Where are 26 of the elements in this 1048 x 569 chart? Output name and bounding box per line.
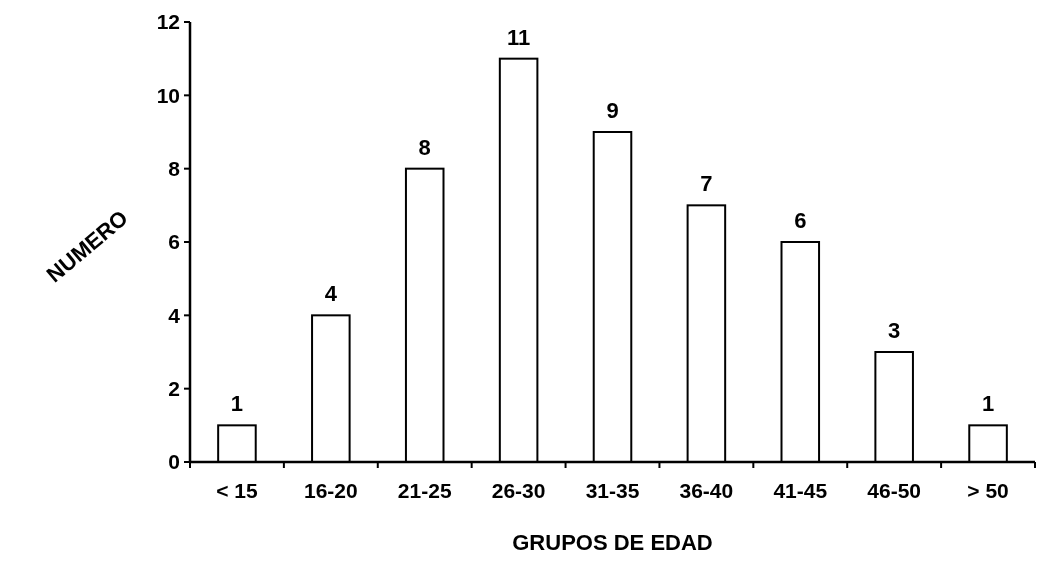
data-label: 3: [888, 318, 901, 343]
data-label: 4: [324, 281, 338, 307]
data-label: 8: [418, 134, 431, 160]
data-label: 6: [794, 208, 807, 233]
x-axis-title: GRUPOS DE EDAD: [512, 530, 713, 555]
x-tick-label: 21-25: [397, 479, 452, 502]
x-tick-label: 36-40: [679, 479, 734, 502]
y-tick-label: 8: [168, 157, 181, 181]
x-tick-label: 26-30: [491, 479, 546, 502]
data-label: 11: [506, 24, 531, 50]
x-tick-label: 31-35: [585, 479, 640, 502]
data-label: 1: [230, 391, 244, 417]
x-tick-label: 41-45: [773, 479, 828, 502]
x-tick-label: > 50: [967, 479, 1009, 502]
y-tick-label: 10: [156, 83, 180, 107]
y-tick-label: 12: [156, 10, 180, 34]
y-tick-label: 6: [168, 230, 180, 254]
x-tick-label: 46-50: [867, 479, 922, 502]
x-tick-label: < 15: [216, 479, 258, 502]
y-tick-label: 0: [168, 450, 180, 474]
y-tick-label: 2: [168, 377, 180, 401]
data-label: 7: [700, 171, 713, 197]
data-label: 9: [606, 98, 619, 123]
data-label: 1: [981, 391, 995, 417]
x-tick-label: 16-20: [303, 479, 358, 502]
y-tick-label: 4: [168, 303, 181, 327]
